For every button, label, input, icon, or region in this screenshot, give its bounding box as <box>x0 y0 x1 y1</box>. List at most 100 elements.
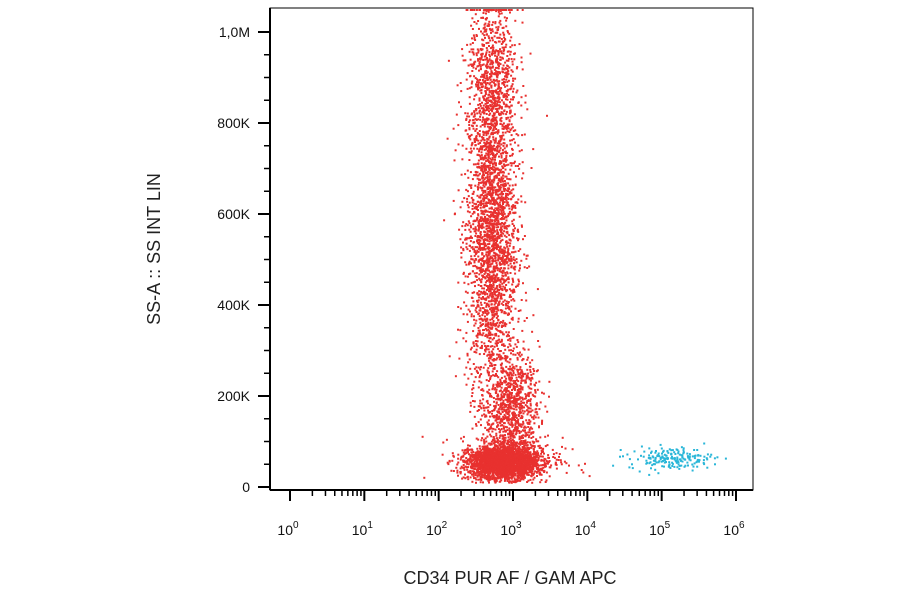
data-point <box>489 78 492 81</box>
data-point <box>485 275 488 278</box>
data-point <box>491 44 494 47</box>
data-point <box>515 345 518 348</box>
data-point <box>509 116 512 119</box>
data-point <box>512 290 515 293</box>
data-point <box>479 145 482 148</box>
data-point <box>507 253 510 256</box>
data-point <box>516 284 519 287</box>
data-point <box>515 285 517 288</box>
data-point <box>500 52 503 55</box>
data-point <box>471 37 473 40</box>
data-point <box>477 332 479 335</box>
data-point <box>482 404 485 407</box>
data-point <box>496 76 499 79</box>
data-point <box>483 168 486 171</box>
data-point <box>503 299 506 302</box>
data-point <box>498 193 501 196</box>
data-point <box>509 178 512 181</box>
data-point <box>505 144 508 147</box>
data-point <box>484 106 487 109</box>
data-point <box>523 266 526 269</box>
data-point <box>492 227 495 230</box>
data-point <box>498 249 500 252</box>
data-point <box>464 275 467 278</box>
data-point <box>466 115 469 118</box>
data-point <box>479 268 482 271</box>
data-point <box>502 80 505 83</box>
data-point <box>486 195 489 198</box>
data-point <box>495 128 498 130</box>
data-point <box>486 384 489 387</box>
data-point <box>524 464 527 467</box>
data-point <box>483 287 485 290</box>
data-point <box>496 172 499 175</box>
data-point <box>503 258 506 261</box>
data-point <box>464 261 467 264</box>
data-point <box>499 381 502 384</box>
data-point <box>480 280 483 283</box>
data-point <box>504 196 507 199</box>
data-point <box>494 324 497 327</box>
data-point <box>501 178 504 181</box>
data-point <box>505 284 508 286</box>
data-point <box>472 265 475 268</box>
data-point <box>510 9 513 11</box>
data-point <box>494 99 497 102</box>
data-point <box>486 354 489 357</box>
data-point <box>505 113 508 116</box>
data-point <box>491 163 494 165</box>
data-point <box>486 313 489 315</box>
data-point <box>475 307 478 310</box>
data-point <box>490 250 493 253</box>
data-point <box>486 255 489 258</box>
data-point <box>465 129 468 132</box>
data-point <box>480 278 483 281</box>
data-point <box>462 271 465 274</box>
data-point <box>501 258 504 261</box>
data-point <box>478 69 480 72</box>
data-point <box>477 241 480 244</box>
data-point <box>496 357 499 360</box>
data-point <box>488 326 491 329</box>
data-point <box>516 66 519 68</box>
data-point <box>507 79 510 82</box>
data-point <box>484 219 487 222</box>
data-point <box>515 67 518 70</box>
data-point <box>496 237 499 240</box>
data-point <box>487 23 490 26</box>
data-point <box>491 103 494 106</box>
data-point <box>509 53 512 56</box>
data-point <box>502 203 504 205</box>
data-point <box>512 298 515 301</box>
data-point <box>487 191 490 194</box>
data-point <box>483 230 486 233</box>
data-point <box>485 165 488 168</box>
data-point <box>482 134 485 137</box>
data-point <box>487 122 489 125</box>
data-point <box>477 142 480 145</box>
data-point <box>495 200 498 203</box>
data-point <box>470 313 473 316</box>
data-point <box>491 89 493 92</box>
data-point <box>495 286 498 289</box>
data-point <box>478 97 481 100</box>
data-point <box>468 244 471 247</box>
data-point <box>498 300 501 303</box>
data-point <box>505 59 508 62</box>
data-point <box>478 9 481 11</box>
data-point <box>494 302 497 305</box>
data-point <box>503 253 506 255</box>
data-point <box>509 46 512 49</box>
data-point <box>500 111 503 114</box>
data-point <box>492 154 494 157</box>
data-point <box>520 476 523 479</box>
data-point <box>466 459 469 462</box>
data-point <box>484 70 487 73</box>
data-point <box>500 106 503 109</box>
data-point <box>490 303 493 306</box>
data-point <box>489 153 492 156</box>
data-point <box>484 154 487 157</box>
data-point <box>501 68 504 71</box>
data-point <box>470 86 473 89</box>
data-point <box>478 196 481 199</box>
